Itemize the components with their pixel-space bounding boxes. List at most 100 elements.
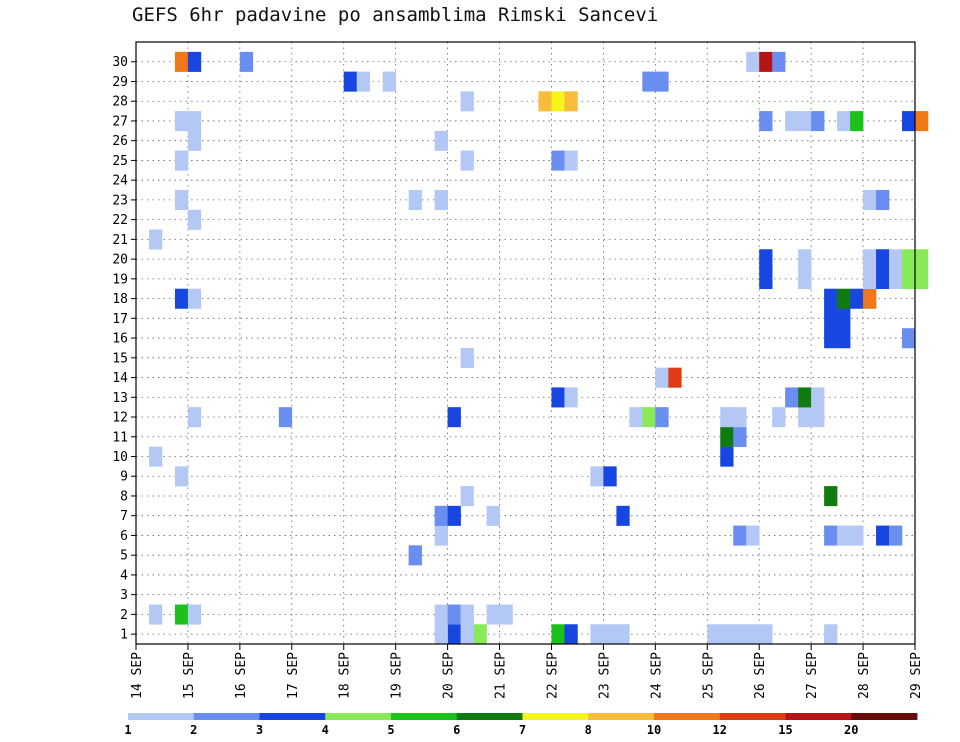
data-cell bbox=[902, 268, 916, 290]
data-cell bbox=[174, 288, 189, 309]
legend-label: 5 bbox=[387, 723, 394, 737]
y-tick-label: 3 bbox=[120, 588, 128, 603]
x-tick-label: 25 SEP bbox=[701, 652, 716, 699]
data-cell bbox=[356, 71, 370, 92]
legend-label: 20 bbox=[844, 723, 858, 737]
legend-swatch bbox=[391, 713, 458, 720]
data-cell bbox=[655, 407, 669, 428]
x-tick-label: 28 SEP bbox=[857, 652, 872, 699]
data-cell bbox=[590, 624, 604, 645]
data-cell bbox=[720, 426, 734, 447]
data-cell bbox=[824, 624, 838, 645]
y-tick-label: 9 bbox=[120, 470, 128, 485]
data-cell bbox=[447, 407, 461, 428]
data-cell bbox=[889, 249, 903, 270]
data-cell bbox=[434, 525, 448, 546]
x-tick-label: 15 SEP bbox=[182, 652, 197, 699]
data-cell bbox=[863, 249, 877, 270]
data-cell bbox=[733, 407, 747, 428]
x-tick-label: 27 SEP bbox=[805, 652, 820, 699]
data-cell bbox=[902, 111, 916, 132]
data-cell bbox=[616, 505, 630, 526]
data-cell bbox=[811, 111, 825, 132]
y-tick-label: 15 bbox=[112, 351, 128, 366]
data-cell bbox=[798, 249, 812, 270]
data-cell bbox=[187, 209, 202, 230]
data-cell bbox=[174, 190, 189, 211]
data-cell bbox=[486, 505, 500, 526]
y-tick-label: 2 bbox=[120, 608, 128, 623]
data-cell bbox=[486, 604, 500, 625]
data-cell bbox=[824, 328, 838, 349]
data-cell bbox=[720, 624, 734, 645]
data-cell bbox=[902, 249, 916, 270]
legend: 1 2 3 4 5 6 7 8 10 12 15 20 bbox=[124, 713, 918, 737]
y-tick-label: 1 bbox=[120, 628, 128, 643]
x-tick-label: 18 SEP bbox=[338, 652, 353, 699]
data-cell bbox=[538, 91, 552, 112]
data-cell bbox=[837, 288, 851, 309]
data-cell bbox=[655, 367, 669, 388]
legend-label: 2 bbox=[190, 723, 197, 737]
y-axis: 1234567891011121314151617181920212223242… bbox=[112, 55, 136, 643]
data-cell bbox=[759, 624, 773, 645]
x-tick-label: 26 SEP bbox=[753, 652, 768, 699]
data-cell bbox=[174, 466, 189, 487]
x-tick-label: 17 SEP bbox=[286, 652, 301, 699]
legend-label: 4 bbox=[322, 723, 329, 737]
data-cell bbox=[798, 268, 812, 290]
data-cell bbox=[759, 51, 773, 72]
data-cell bbox=[434, 505, 448, 526]
legend-swatch bbox=[785, 713, 852, 720]
data-cell bbox=[551, 624, 565, 645]
data-cell bbox=[187, 111, 202, 132]
data-cell bbox=[837, 525, 851, 546]
data-cell bbox=[733, 426, 747, 447]
y-tick-label: 16 bbox=[112, 332, 128, 347]
data-cell bbox=[603, 624, 617, 645]
data-cell bbox=[434, 604, 448, 625]
data-cell bbox=[551, 150, 565, 171]
plot-frame bbox=[135, 41, 916, 645]
data-cell bbox=[499, 604, 513, 625]
data-cell bbox=[564, 624, 578, 645]
y-tick-label: 6 bbox=[120, 529, 128, 544]
y-tick-label: 13 bbox=[112, 391, 128, 406]
legend-swatch bbox=[325, 713, 392, 720]
data-cell bbox=[187, 130, 202, 151]
data-cell bbox=[564, 91, 578, 112]
y-tick-label: 29 bbox=[112, 75, 128, 90]
data-cell bbox=[876, 190, 890, 211]
legend-swatch bbox=[654, 713, 721, 720]
y-tick-label: 28 bbox=[112, 95, 128, 110]
legend-label: 1 bbox=[124, 723, 131, 737]
x-tick-label: 22 SEP bbox=[545, 652, 560, 699]
legend-label: 15 bbox=[778, 723, 792, 737]
y-tick-label: 14 bbox=[112, 371, 128, 386]
x-tick-label: 21 SEP bbox=[494, 652, 509, 699]
y-tick-label: 17 bbox=[112, 312, 128, 327]
data-cell bbox=[746, 525, 760, 546]
data-cell bbox=[785, 387, 799, 408]
legend-swatch bbox=[193, 713, 260, 720]
data-cell bbox=[850, 111, 864, 132]
legend-swatch bbox=[128, 713, 195, 720]
data-cell bbox=[759, 268, 773, 290]
data-cell bbox=[759, 249, 773, 270]
data-cells bbox=[148, 51, 929, 645]
legend-swatch bbox=[522, 713, 589, 720]
y-tick-label: 20 bbox=[112, 253, 128, 268]
data-cell bbox=[187, 51, 202, 72]
data-cell bbox=[746, 624, 760, 645]
y-tick-label: 30 bbox=[112, 55, 128, 70]
x-tick-label: 23 SEP bbox=[597, 652, 612, 699]
data-cell bbox=[915, 268, 929, 290]
data-cell bbox=[837, 308, 851, 329]
data-cell bbox=[746, 51, 760, 72]
data-cell bbox=[876, 249, 890, 270]
data-cell bbox=[187, 407, 202, 428]
data-cell bbox=[707, 624, 721, 645]
data-cell bbox=[460, 150, 474, 171]
data-cell bbox=[148, 604, 163, 625]
